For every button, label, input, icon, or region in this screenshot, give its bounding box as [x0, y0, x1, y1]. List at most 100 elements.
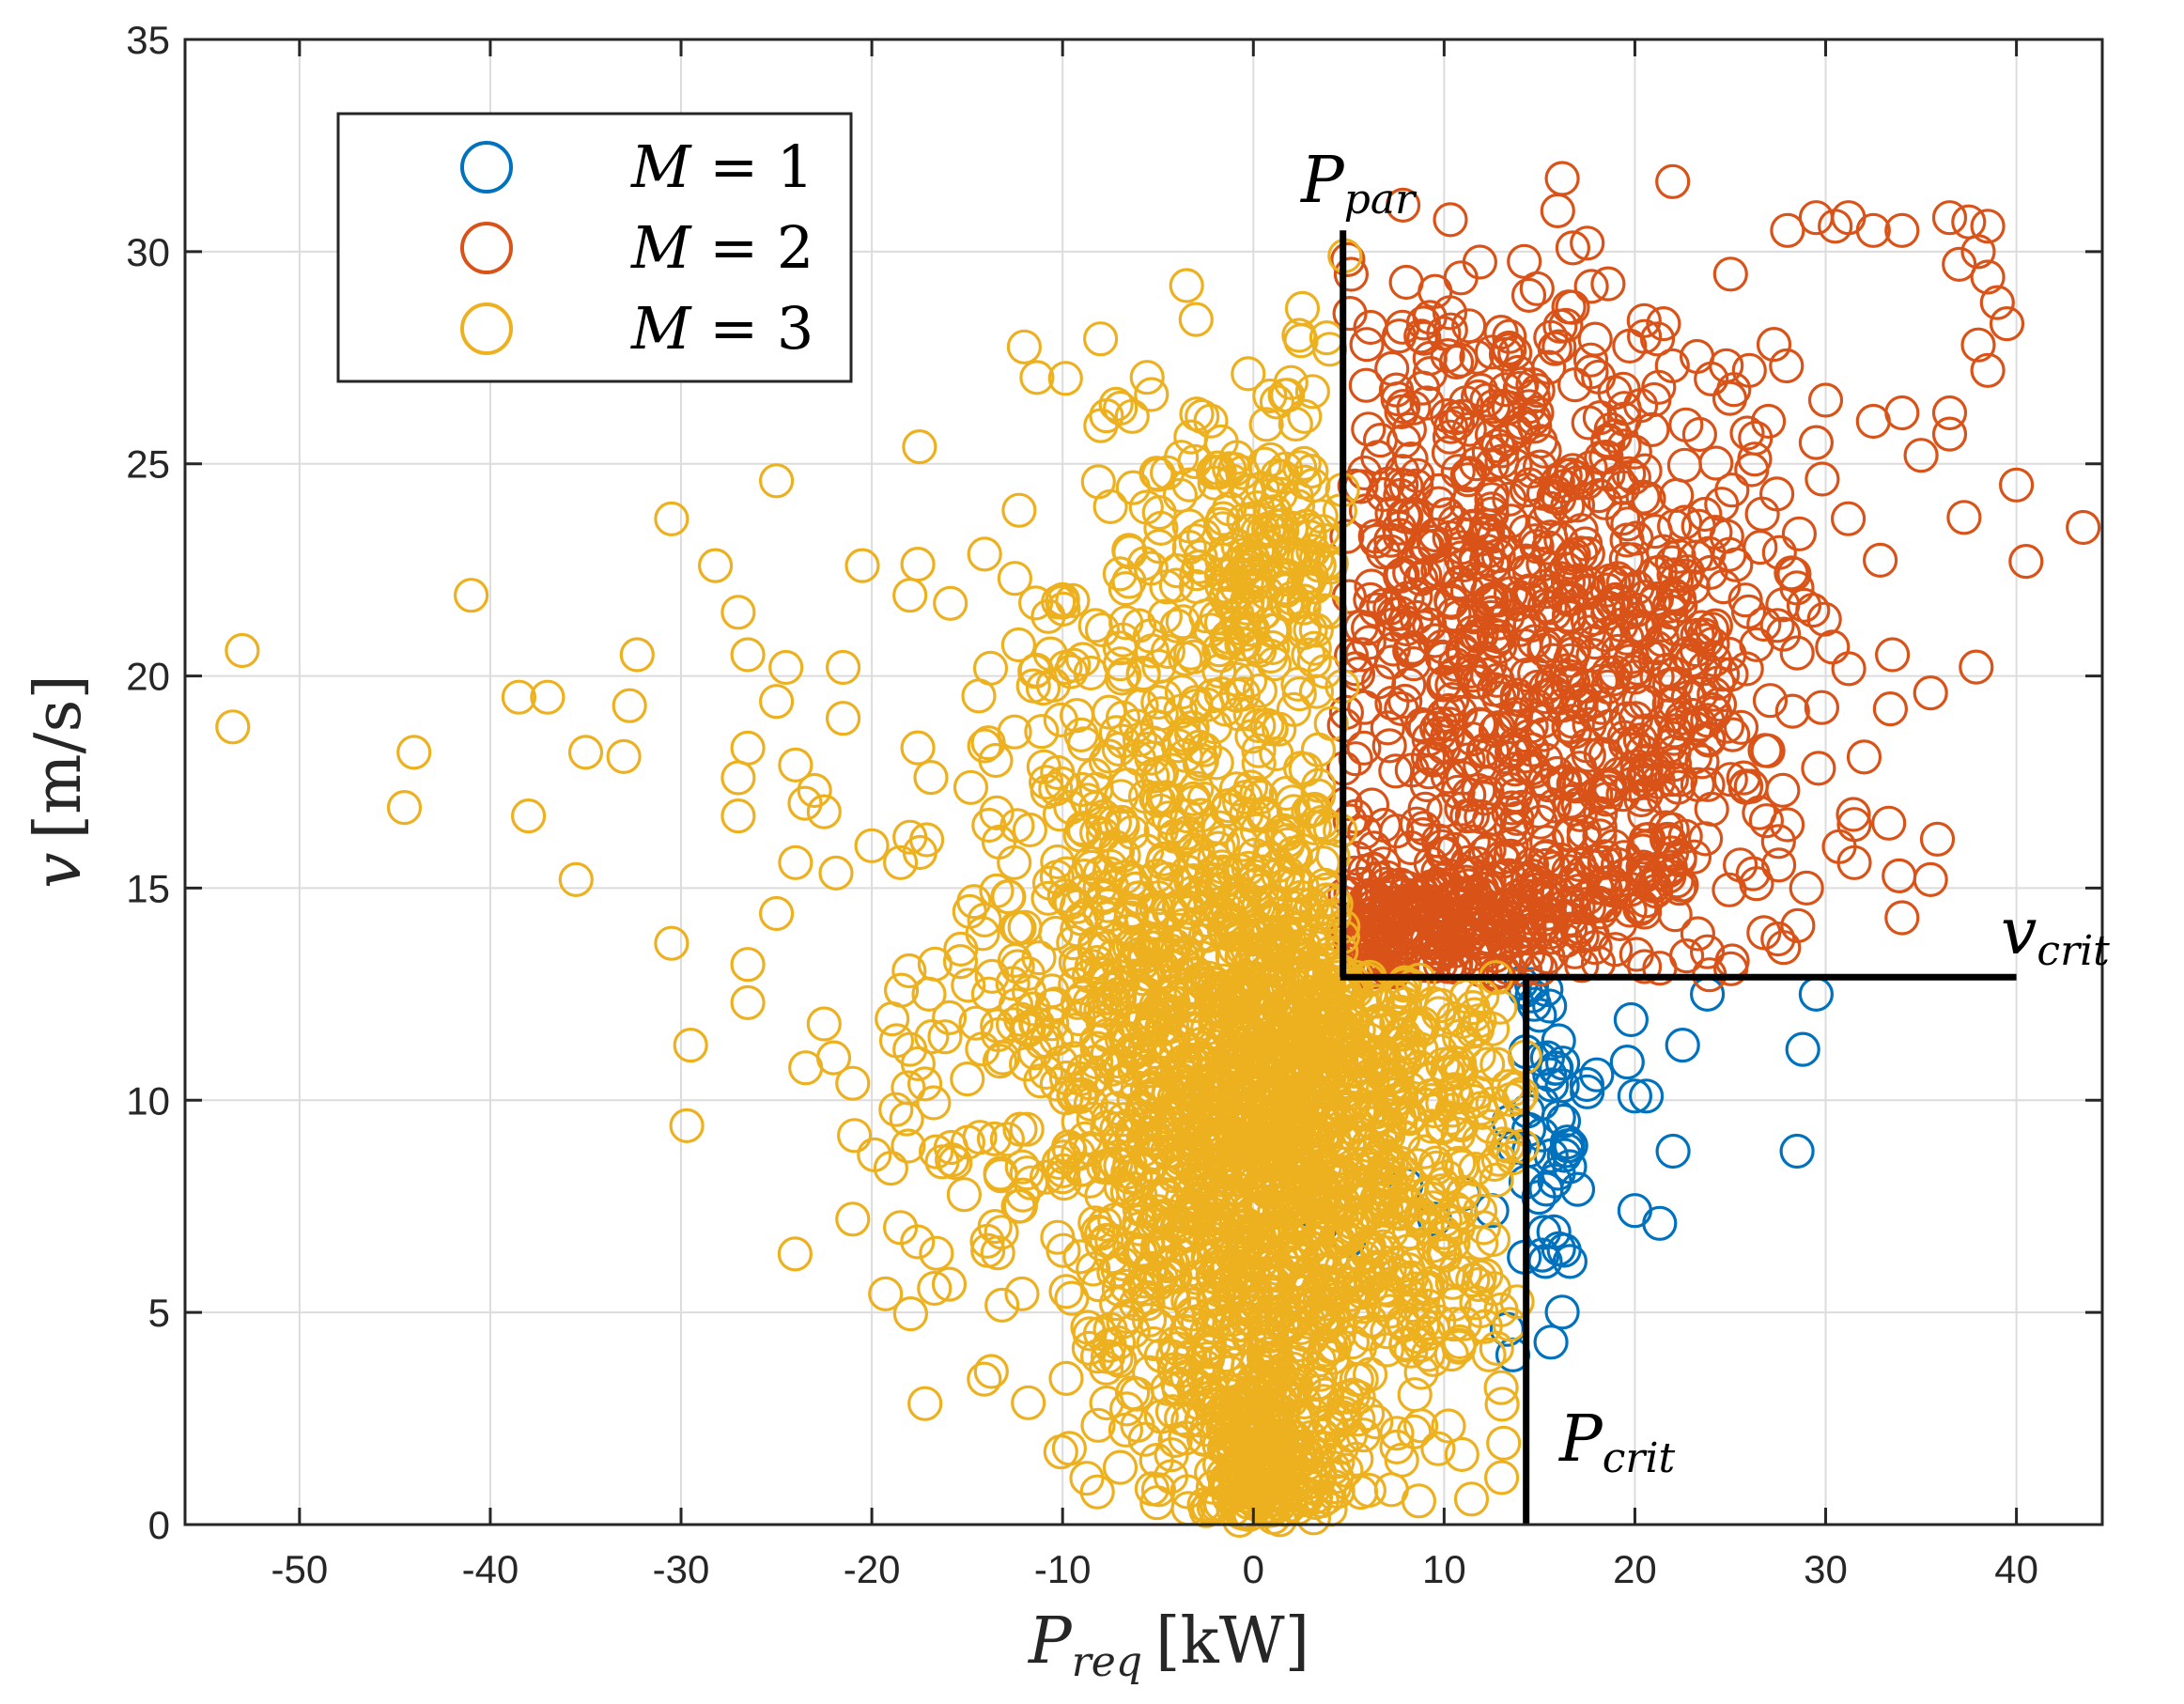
- data-point-m3: [1139, 1230, 1175, 1265]
- data-point-m3: [1183, 1045, 1218, 1080]
- data-point-m3: [1278, 406, 1313, 442]
- data-point-m2: [1871, 805, 1907, 841]
- data-point-m3: [1162, 888, 1199, 923]
- data-point-m2: [1384, 467, 1419, 503]
- data-point-m3: [1218, 771, 1254, 807]
- data-point-m3: [1442, 1046, 1478, 1082]
- data-point-m2: [1347, 689, 1383, 725]
- data-point-m2: [1656, 747, 1693, 782]
- x-axis-label-sub: req: [1072, 1638, 1142, 1686]
- data-point-m3: [1402, 1049, 1438, 1085]
- data-point-m3: [1045, 1159, 1080, 1195]
- data-point-m2: [1676, 839, 1712, 875]
- data-point-m2: [1697, 608, 1734, 643]
- data-point-m2: [1433, 582, 1469, 618]
- data-point-m3: [1304, 1063, 1340, 1100]
- data-point-m3: [1098, 1145, 1134, 1182]
- data-point-m3: [967, 536, 1002, 572]
- data-point-m3: [1243, 1105, 1278, 1141]
- data-point-m3: [1077, 925, 1113, 962]
- data-point-m2: [1874, 637, 1911, 673]
- data-point-m2: [1506, 606, 1541, 642]
- data-point-m2: [1805, 461, 1840, 497]
- data-point-m3: [1133, 1147, 1169, 1183]
- data-point-m3: [1324, 1400, 1360, 1435]
- y-tick-label: 0: [148, 1503, 170, 1547]
- data-point-m3: [1296, 791, 1333, 828]
- data-point-m2: [1684, 744, 1720, 780]
- data-point-m3: [1383, 994, 1418, 1030]
- data-point-m3: [1092, 1311, 1128, 1347]
- data-point-m2: [1670, 679, 1706, 716]
- data-point-m2: [1582, 818, 1618, 854]
- data-point-m3: [835, 1201, 871, 1237]
- data-point-m2: [1636, 585, 1672, 621]
- data-point-m3: [1299, 1297, 1335, 1333]
- data-point-m2: [1766, 930, 1802, 966]
- data-point-m2: [1526, 475, 1562, 511]
- data-point-m3: [1062, 1061, 1099, 1097]
- x-tick-label: 40: [1994, 1547, 2038, 1591]
- data-point-m3: [1217, 997, 1253, 1032]
- data-point-m3: [883, 972, 920, 1008]
- data-point-m3: [1246, 1331, 1282, 1367]
- data-point-m3: [1436, 1072, 1473, 1108]
- data-point-m3: [1222, 1172, 1259, 1208]
- data-point-m2: [1855, 403, 1891, 440]
- data-point-m3: [1229, 472, 1265, 509]
- data-point-m1: [1541, 1023, 1576, 1059]
- data-point-m2: [1760, 921, 1796, 957]
- data-point-m2: [1453, 916, 1489, 953]
- data-point-m3: [1038, 915, 1074, 952]
- data-point-m3: [1168, 1420, 1203, 1456]
- annotation-v-crit-sub: crit: [2037, 927, 2110, 975]
- data-point-m3: [1061, 1104, 1096, 1139]
- data-point-m2: [1382, 518, 1417, 553]
- data-point-m3: [1456, 1083, 1492, 1120]
- data-point-m3: [854, 828, 890, 863]
- data-point-m3: [1397, 1377, 1433, 1413]
- data-point-m3: [1178, 302, 1214, 337]
- x-axis-label: Preq [kW]: [1027, 1604, 1309, 1686]
- data-point-m2: [1499, 681, 1535, 718]
- data-point-m2: [1687, 650, 1723, 687]
- data-point-m3: [1345, 1275, 1381, 1310]
- data-point-m2: [1690, 767, 1726, 802]
- data-point-m2: [1756, 327, 1792, 363]
- data-point-m2: [1545, 579, 1582, 614]
- data-point-m3: [1165, 604, 1200, 640]
- data-point-m3: [619, 637, 655, 673]
- threshold-lines: [1340, 230, 2017, 1525]
- data-point-m3: [982, 1043, 1018, 1079]
- data-point-m2: [1494, 828, 1529, 864]
- data-point-m3: [1199, 1344, 1235, 1381]
- data-point-m2: [1769, 807, 1805, 843]
- data-point-m2: [1548, 307, 1584, 343]
- data-point-m3: [1011, 1012, 1046, 1048]
- data-point-m2: [1752, 683, 1789, 719]
- data-point-m3: [654, 925, 689, 961]
- data-point-m3: [1457, 997, 1493, 1032]
- data-point-m3: [1232, 1495, 1268, 1532]
- data-point-m3: [1359, 984, 1395, 1019]
- data-point-m2: [1626, 949, 1663, 984]
- data-point-m2: [1457, 889, 1494, 924]
- data-point-m2: [1884, 212, 1920, 248]
- data-point-m3: [931, 999, 968, 1036]
- data-point-m3: [1195, 1372, 1231, 1409]
- legend-label-m3: M = 3: [630, 294, 813, 363]
- data-point-m2: [1572, 342, 1609, 378]
- data-point-m2: [1989, 306, 2025, 342]
- data-point-m2: [1438, 400, 1474, 436]
- data-point-m1: [1570, 1074, 1605, 1109]
- data-point-m3: [806, 1006, 842, 1042]
- data-point-m3: [1228, 1300, 1263, 1336]
- data-point-m3: [1102, 1449, 1138, 1485]
- data-point-m3: [1420, 1431, 1456, 1466]
- data-point-m3: [918, 1134, 954, 1170]
- data-point-m3: [1255, 930, 1292, 966]
- data-point-m3: [892, 1295, 929, 1332]
- data-point-m3: [1134, 1471, 1170, 1507]
- data-point-m3: [1004, 1276, 1040, 1312]
- data-point-m2: [1774, 693, 1810, 729]
